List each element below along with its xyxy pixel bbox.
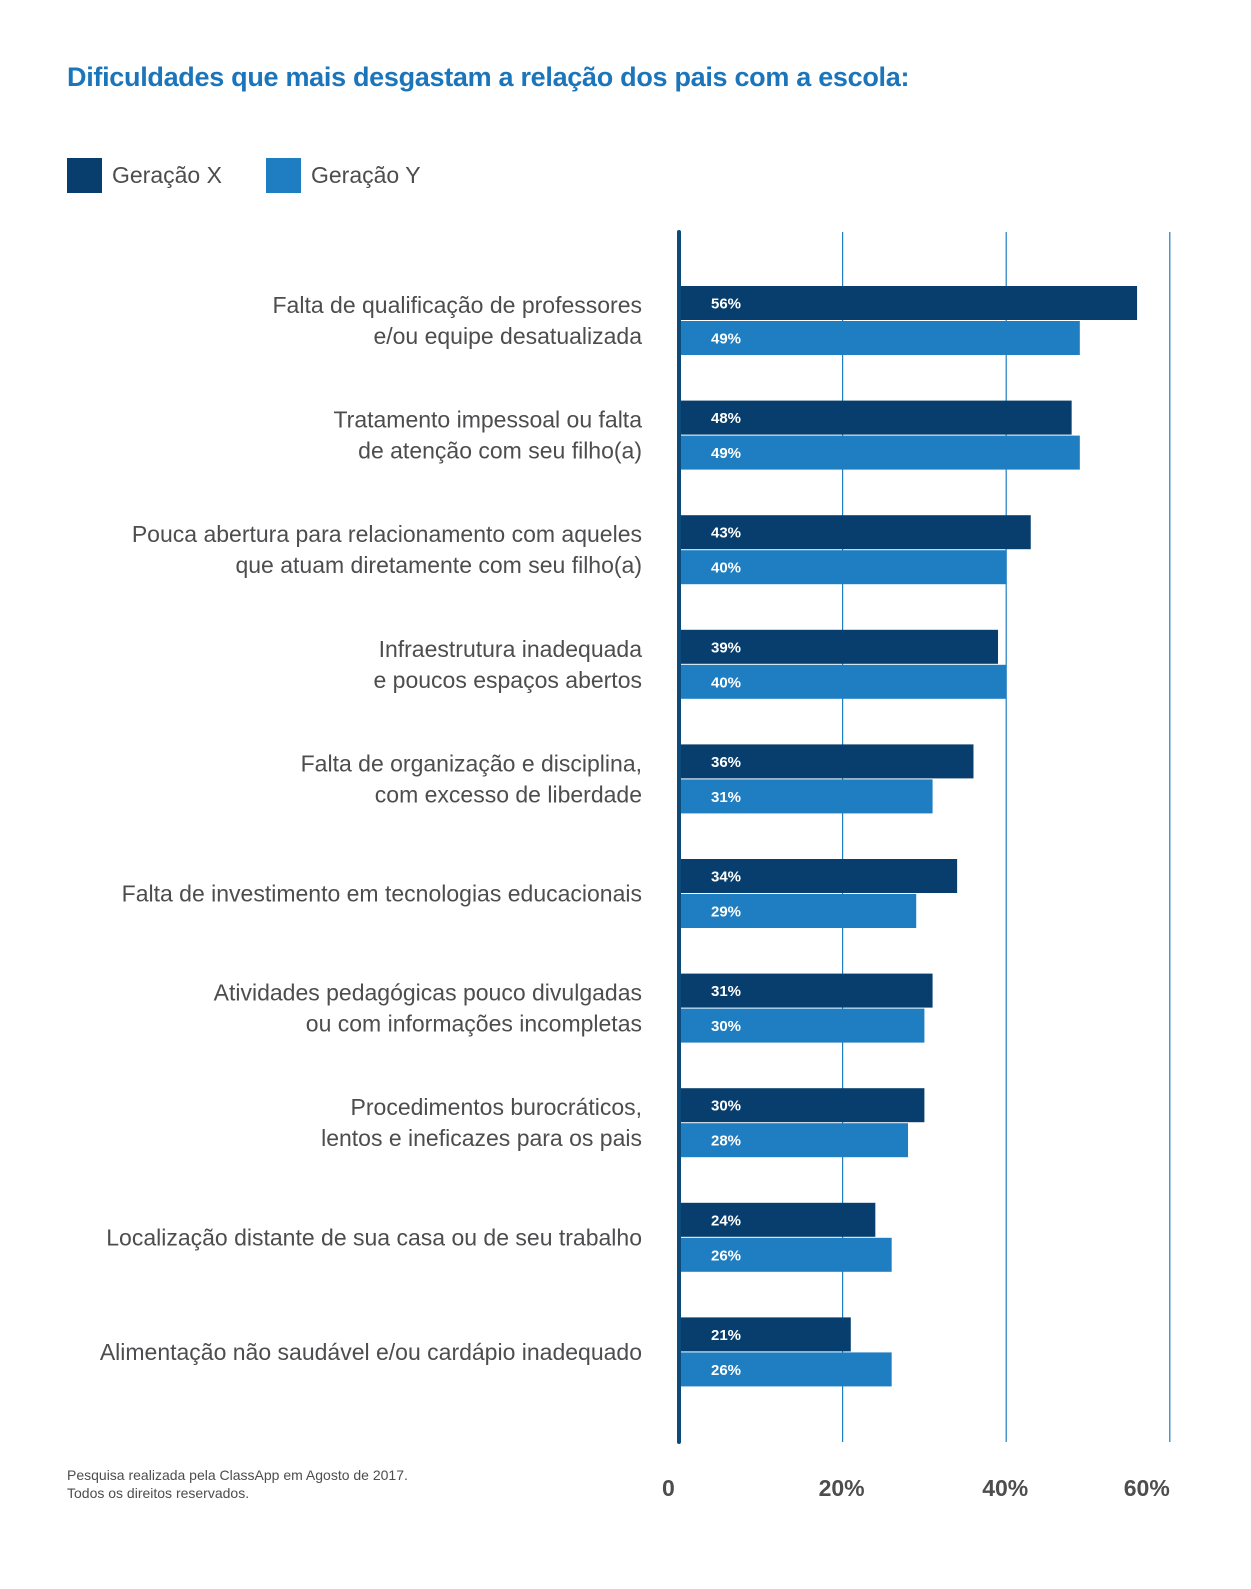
category-label-6: Falta de investimento em tecnologias edu… bbox=[122, 881, 642, 907]
bar-geracao-x-1 bbox=[679, 286, 1138, 320]
category-label-2-line-1: Tratamento impessoal ou falta bbox=[333, 407, 642, 433]
bar-geracao-x-9 bbox=[679, 1202, 876, 1237]
bar-value-label-y-6: 29% bbox=[711, 904, 741, 921]
bar-value-label-x-2: 48% bbox=[711, 410, 741, 427]
footnote-line-2: Todos os direitos reservados. bbox=[67, 1485, 250, 1501]
tick-label-20: 20% bbox=[819, 1475, 865, 1501]
bar-value-label-y-3: 40% bbox=[711, 560, 741, 577]
category-label-5-line-2: com excesso de liberdade bbox=[375, 781, 642, 807]
chart-title: Dificuldades que mais desgastam a relaçã… bbox=[67, 62, 910, 92]
bar-geracao-y-6 bbox=[679, 894, 917, 928]
legend-swatch-geracao-y bbox=[266, 158, 301, 193]
bar-geracao-x-7 bbox=[679, 973, 933, 1008]
tick-label-60: 60% bbox=[1124, 1475, 1170, 1501]
category-label-3-line-1: Pouca abertura para relacionamento com a… bbox=[132, 521, 642, 547]
bar-value-label-x-1: 56% bbox=[711, 296, 741, 313]
bar-value-label-x-6: 34% bbox=[711, 869, 741, 886]
bar-value-label-y-7: 30% bbox=[711, 1018, 741, 1035]
bar-geracao-x-5 bbox=[679, 744, 974, 779]
bar-geracao-y-5 bbox=[679, 779, 933, 814]
category-label-5-line-1: Falta de organização e disciplina, bbox=[301, 750, 642, 776]
bar-geracao-x-4 bbox=[679, 629, 999, 664]
legend-item-geracao-y: Geração Y bbox=[266, 158, 421, 193]
bar-value-label-x-8: 30% bbox=[711, 1098, 741, 1115]
bar-value-label-y-8: 28% bbox=[711, 1133, 741, 1150]
bar-geracao-x-2 bbox=[679, 400, 1072, 435]
bar-geracao-x-3 bbox=[679, 515, 1031, 550]
footnote-line-1: Pesquisa realizada pela ClassApp em Agos… bbox=[67, 1467, 408, 1483]
category-label-4-line-1: Infraestrutura inadequada bbox=[379, 636, 643, 662]
bar-value-label-y-2: 49% bbox=[711, 445, 741, 462]
bar-geracao-y-1 bbox=[679, 321, 1080, 355]
legend-label-geracao-x: Geração X bbox=[112, 162, 222, 188]
bar-geracao-y-8 bbox=[679, 1123, 909, 1158]
bar-geracao-y-2 bbox=[679, 435, 1080, 470]
category-label-2-line-2: de atenção com seu filho(a) bbox=[358, 438, 642, 464]
category-label-4-line-2: e poucos espaços abertos bbox=[373, 667, 642, 693]
bar-value-label-x-5: 36% bbox=[711, 754, 741, 771]
legend-item-geracao-x: Geração X bbox=[67, 158, 222, 193]
bar-value-label-x-9: 24% bbox=[711, 1212, 741, 1229]
bar-value-label-y-10: 26% bbox=[711, 1362, 741, 1379]
legend-swatch-geracao-x bbox=[67, 158, 102, 193]
bar-geracao-y-7 bbox=[679, 1008, 925, 1043]
bar-geracao-x-6 bbox=[679, 859, 958, 893]
bar-value-label-y-5: 31% bbox=[711, 789, 741, 806]
bar-geracao-y-10 bbox=[679, 1352, 892, 1387]
tick-label-0: 0 bbox=[662, 1475, 675, 1501]
bar-value-label-x-3: 43% bbox=[711, 525, 741, 542]
bar-geracao-x-10 bbox=[679, 1317, 851, 1352]
footnote: Pesquisa realizada pela ClassApp em Agos… bbox=[67, 1466, 408, 1502]
category-label-10: Alimentação não saudável e/ou cardápio i… bbox=[100, 1339, 642, 1365]
bar-value-label-x-4: 39% bbox=[711, 639, 741, 656]
category-label-8-line-2: lentos e ineficazes para os pais bbox=[321, 1125, 642, 1151]
bar-value-label-y-1: 49% bbox=[711, 331, 741, 348]
bar-geracao-y-3 bbox=[679, 550, 1007, 585]
category-label-1-line-1: Falta de qualificação de professores bbox=[273, 292, 643, 318]
legend-label-geracao-y: Geração Y bbox=[311, 162, 421, 188]
bar-value-label-x-10: 21% bbox=[711, 1327, 741, 1344]
bar-value-label-y-9: 26% bbox=[711, 1247, 741, 1264]
category-label-7-line-2: ou com informações incompletas bbox=[306, 1011, 642, 1037]
category-label-9: Localização distante de sua casa ou de s… bbox=[106, 1224, 642, 1250]
tick-label-40: 40% bbox=[982, 1475, 1028, 1501]
bar-geracao-y-9 bbox=[679, 1237, 892, 1272]
bar-geracao-x-8 bbox=[679, 1088, 925, 1123]
category-label-1-line-2: e/ou equipe desatualizada bbox=[373, 323, 642, 349]
bar-value-label-x-7: 31% bbox=[711, 983, 741, 1000]
bar-value-label-y-4: 40% bbox=[711, 674, 741, 691]
bar-geracao-y-4 bbox=[679, 664, 1007, 699]
category-label-8-line-1: Procedimentos burocráticos, bbox=[351, 1094, 642, 1120]
category-label-3-line-2: que atuam diretamente com seu filho(a) bbox=[235, 552, 642, 578]
category-label-7-line-1: Atividades pedagógicas pouco divulgadas bbox=[214, 980, 642, 1006]
